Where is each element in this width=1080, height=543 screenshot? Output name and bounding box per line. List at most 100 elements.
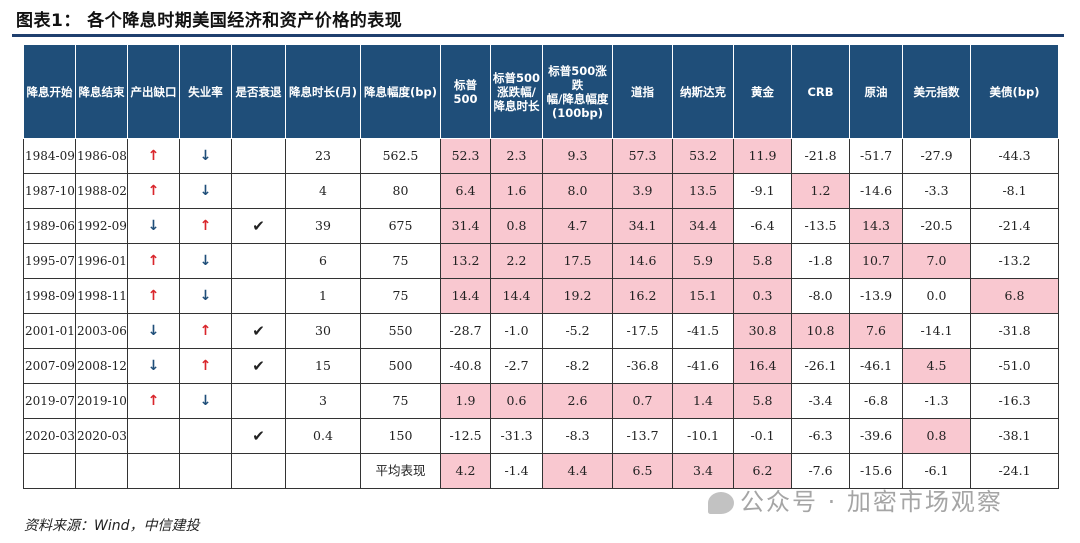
cell-value: -31.3 [500,428,533,443]
table-cell: 1996-01 [75,243,128,279]
table-cell: -6.8 [849,383,903,419]
table-cell: 1992-09 [75,208,128,244]
cell-value: 1.4 [693,393,713,408]
table-cell: 0.4 [285,418,361,454]
cell-value: 2.3 [506,148,527,163]
cell-value: -3.3 [924,183,949,198]
cell-value: -6.8 [863,393,889,408]
cell-value: 150 [388,428,413,443]
table-cell: 0.0 [902,278,971,314]
table-cell: -13.2 [970,243,1059,279]
table-cell: 2007-09 [23,348,76,384]
table-cell: -14.1 [902,313,971,349]
cell-value: -6.3 [808,428,833,443]
cell-value: -6.4 [750,218,775,233]
checkmark-icon: ✔ [252,426,265,445]
cell-value: 1.9 [455,393,476,408]
table-cell [231,138,286,174]
table-cell: 4 [285,173,361,209]
table-cell: -1.0 [490,313,543,349]
table-cell: 75 [360,383,441,419]
table-row: 1984-09 1986-08 ↑ ↓ 23 562.5 52.3 2.3 9.3 57.3 53.… [23,138,1059,174]
table-cell: 2008-12 [75,348,128,384]
table-cell [75,453,128,489]
arrow-up-icon: ↑ [199,323,212,339]
arrow-down-icon: ↓ [199,183,212,199]
table-cell: -8.1 [970,173,1059,209]
table-cell: 1986-08 [75,138,128,174]
cell-value: 2020-03 [25,429,75,443]
arrow-down-icon: ↓ [147,218,160,234]
column-header: 标普500 [440,44,491,139]
table-cell: -21.8 [791,138,850,174]
cell-value: -26.1 [804,358,837,373]
column-header: 降息时长(月) [285,44,361,139]
cell-value: 550 [388,323,413,338]
source-note: 资料来源：Wind，中信建投 [24,518,200,534]
cell-value: -51.0 [998,358,1031,373]
table-cell: 13.5 [672,173,734,209]
table-cell: 500 [360,348,441,384]
cell-value: -36.8 [626,358,659,373]
cell-value: 2020-03 [77,429,127,443]
table-cell [127,453,180,489]
table-cell: 1.2 [791,173,850,209]
cell-value: 0.3 [752,288,773,303]
cell-value: 8.0 [567,183,588,198]
cell-value: -17.5 [626,323,659,338]
table-cell: 2003-06 [75,313,128,349]
table-cell: 0.8 [490,208,543,244]
cell-value: 1989-06 [25,219,75,233]
indicator-cell: ↑ [127,278,180,314]
cell-value: 7.0 [926,253,947,268]
cell-value: 19.2 [563,288,592,303]
cell-value: 53.2 [689,148,717,163]
cell-value: -15.6 [859,463,893,478]
table-cell: -46.1 [849,348,903,384]
table-cell [231,278,286,314]
table-cell: 675 [360,208,441,244]
table-cell: 31.4 [440,208,491,244]
table-cell: 0.7 [612,383,673,419]
table-cell: -6.4 [733,208,792,244]
table-cell: 1988-02 [75,173,128,209]
table-cell: -2.7 [490,348,543,384]
table-cell: -3.4 [791,383,850,419]
indicator-cell: ↑ [179,348,232,384]
arrow-down-icon: ↓ [199,288,212,304]
cell-value: -6.1 [924,463,949,478]
cell-value: -46.1 [859,358,893,373]
table-cell: -8.3 [542,418,613,454]
table-cell: 平均表现 [360,453,441,489]
column-header: 是否衰退 [231,44,286,139]
table-cell: 5.8 [733,243,792,279]
table-cell: -10.1 [672,418,734,454]
cell-value: 2001-01 [25,324,75,338]
table-cell: 1989-06 [23,208,76,244]
table-cell: -51.7 [849,138,903,174]
table-cell: 15 [285,348,361,384]
arrow-up-icon: ↑ [199,218,212,234]
table-cell [231,453,286,489]
title-divider [12,34,1064,37]
table-cell: -39.6 [849,418,903,454]
table-cell: 2020-03 [75,418,128,454]
cell-value: -20.5 [920,218,953,233]
cell-value: -13.9 [859,288,893,303]
column-header: 标普500涨跌 幅/降息幅度 (100bp) [542,44,613,139]
cell-value: 1998-09 [25,289,75,303]
cell-value: 14.4 [502,288,531,303]
table-cell: 6.4 [440,173,491,209]
table-cell: -1.3 [902,383,971,419]
indicator-cell: ↓ [179,383,232,419]
indicator-cell: ↓ [179,173,232,209]
cell-value: 39 [315,218,331,233]
cell-value: 6.4 [455,183,476,198]
indicator-cell: ↑ [127,243,180,279]
table-cell: 3.9 [612,173,673,209]
column-header: CRB [791,44,850,139]
table-row: 2020-03 2020-03 ✔ 0.4 150 -12.5 -31.3 -8.3 -13.7… [23,418,1059,454]
table-row: 1995-07 1996-01 ↑ ↓ 6 75 13.2 2.2 17.5 14.6 5.9 5.8… [23,243,1059,279]
cell-value: 17.5 [563,253,592,268]
cell-value: 1.6 [506,183,527,198]
